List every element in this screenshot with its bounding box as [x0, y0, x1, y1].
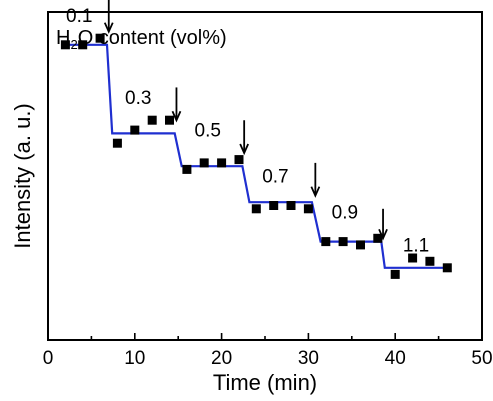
arrow-head	[239, 143, 249, 156]
concentration-label: 0.9	[332, 203, 358, 224]
concentration-label: 1.1	[403, 235, 429, 256]
data-point	[165, 115, 174, 125]
concentration-label: 0.7	[262, 167, 288, 188]
data-point	[286, 201, 296, 210]
data-point	[373, 233, 383, 243]
data-point	[130, 125, 140, 135]
data-point	[356, 240, 365, 250]
arrow-marker	[378, 208, 388, 241]
data-point	[269, 201, 279, 210]
concentration-label: 0.3	[125, 88, 151, 109]
data-point	[390, 269, 400, 279]
x-tick-label: 0	[43, 348, 54, 369]
data-point	[112, 138, 122, 148]
data-point	[425, 256, 435, 266]
arrow-head	[171, 110, 182, 123]
x-tick-label: 20	[211, 348, 232, 369]
arrow-layer	[103, 0, 388, 241]
series-layer	[60, 33, 452, 279]
concentration-label: 0.5	[195, 121, 221, 142]
data-point	[408, 253, 418, 263]
arrow-marker	[239, 120, 249, 156]
data-point	[95, 33, 105, 43]
data-point	[147, 115, 157, 125]
data-point	[321, 237, 331, 247]
data-point	[234, 155, 244, 165]
data-point	[338, 237, 348, 247]
arrow-head	[103, 22, 114, 34]
annotation-layer: 0.1 0.3 0.5 0.7 0.9 1.1	[66, 6, 429, 257]
y-axis-title: Intensity (a. u.)	[10, 103, 35, 249]
x-tick-label: 50	[471, 348, 492, 369]
x-ticks: 0 10 20 30 40 50	[43, 333, 493, 369]
arrow-head	[310, 186, 321, 198]
data-point	[303, 204, 313, 214]
x-tick-label: 10	[124, 348, 145, 369]
arrow-marker	[171, 87, 182, 123]
data-point	[251, 204, 261, 214]
x-tick-label: 40	[385, 348, 406, 369]
x-axis-title: Time (min)	[213, 370, 317, 395]
chart-title-prefix: H	[56, 27, 70, 49]
chart-title-suffix: O content (vol%)	[78, 27, 227, 49]
x-tick-label: 30	[298, 348, 319, 369]
data-point	[442, 263, 452, 273]
arrow-head	[378, 228, 388, 241]
arrow-marker	[103, 0, 114, 34]
fit-step-line	[65, 43, 448, 269]
arrow-marker	[310, 162, 321, 198]
chart-title: H2O content (vol%)	[56, 27, 227, 52]
data-point	[199, 158, 209, 168]
data-point	[60, 40, 70, 50]
data-point	[78, 40, 88, 50]
data-point	[217, 158, 227, 168]
data-point	[182, 164, 192, 174]
concentration-label: 0.1	[66, 6, 92, 27]
chart-title-subscript: 2	[70, 37, 77, 52]
